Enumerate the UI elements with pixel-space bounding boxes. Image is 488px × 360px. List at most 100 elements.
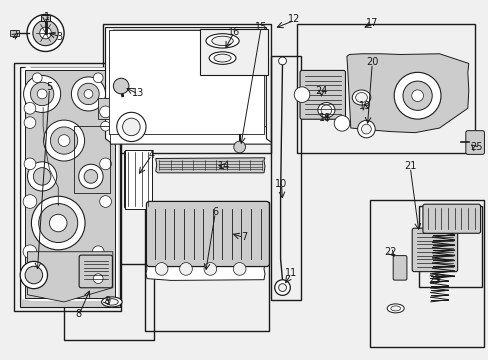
Text: 13: 13 [132,88,144,98]
Circle shape [117,112,146,141]
Polygon shape [113,30,266,133]
Text: 1: 1 [44,12,50,22]
Circle shape [31,196,85,250]
Circle shape [40,27,51,39]
Circle shape [25,266,42,284]
Circle shape [49,214,67,232]
FancyBboxPatch shape [300,71,345,119]
Circle shape [278,284,286,292]
Circle shape [58,135,70,147]
Ellipse shape [105,299,118,305]
Circle shape [27,14,64,51]
Circle shape [155,262,167,275]
Polygon shape [27,252,113,302]
Text: 16: 16 [227,27,240,37]
Circle shape [84,170,98,183]
Bar [103,24,271,153]
Text: 17: 17 [366,18,378,28]
Circle shape [33,20,58,46]
Circle shape [393,72,440,119]
Polygon shape [105,28,271,144]
Circle shape [92,246,104,257]
Ellipse shape [390,306,400,311]
Circle shape [43,120,84,161]
Bar [109,30,264,134]
Circle shape [233,141,245,153]
Bar [271,56,300,300]
Circle shape [411,90,423,102]
Text: 6: 6 [212,207,218,217]
Circle shape [113,78,129,94]
Bar [64,264,154,339]
Text: 9: 9 [104,296,110,306]
Bar [98,98,113,119]
Circle shape [20,261,47,289]
Text: 5: 5 [46,82,53,92]
Ellipse shape [355,93,366,103]
Polygon shape [123,149,152,209]
Circle shape [33,168,51,185]
Bar [369,200,484,347]
FancyBboxPatch shape [392,256,406,280]
Circle shape [179,262,192,275]
Circle shape [84,90,93,98]
Circle shape [100,158,111,170]
Circle shape [32,73,42,83]
Text: 20: 20 [366,57,378,67]
Ellipse shape [209,52,236,64]
Ellipse shape [321,105,331,115]
Text: 12: 12 [287,14,300,24]
Circle shape [23,245,37,258]
Ellipse shape [211,36,233,45]
Ellipse shape [214,54,231,62]
Circle shape [100,267,111,279]
Bar [297,24,474,153]
Circle shape [203,262,216,275]
Bar [20,67,120,307]
Circle shape [39,203,78,243]
Text: 14: 14 [218,161,230,171]
Text: 7: 7 [241,232,247,242]
Circle shape [361,124,370,134]
Text: 8: 8 [76,310,81,319]
Circle shape [100,106,111,118]
Ellipse shape [351,90,370,105]
Text: 2: 2 [11,30,18,40]
Text: 21: 21 [403,161,416,171]
Circle shape [78,83,99,105]
Bar [74,126,110,193]
Ellipse shape [102,297,122,307]
Bar [199,29,267,75]
Text: 10: 10 [275,179,287,189]
Circle shape [30,82,54,105]
Text: 3: 3 [56,32,62,41]
Text: 19: 19 [359,102,371,112]
Bar [144,202,268,330]
Text: 25: 25 [469,142,481,152]
Polygon shape [22,67,118,300]
Circle shape [24,103,36,114]
Circle shape [100,196,111,207]
Bar [125,149,152,209]
FancyBboxPatch shape [422,204,480,233]
FancyBboxPatch shape [411,228,457,272]
Bar [14,63,121,311]
FancyBboxPatch shape [146,201,269,266]
Circle shape [50,127,78,154]
Polygon shape [146,257,264,280]
Ellipse shape [386,304,404,313]
Circle shape [24,117,36,129]
Circle shape [122,118,140,136]
Bar [10,30,19,36]
Circle shape [101,121,110,131]
Circle shape [27,162,57,191]
Circle shape [333,116,349,131]
Ellipse shape [205,34,239,48]
FancyBboxPatch shape [79,255,112,288]
Circle shape [32,274,42,283]
Text: 24: 24 [315,86,327,96]
FancyBboxPatch shape [465,131,484,154]
Circle shape [71,77,105,111]
Circle shape [79,164,103,189]
Circle shape [37,89,47,99]
